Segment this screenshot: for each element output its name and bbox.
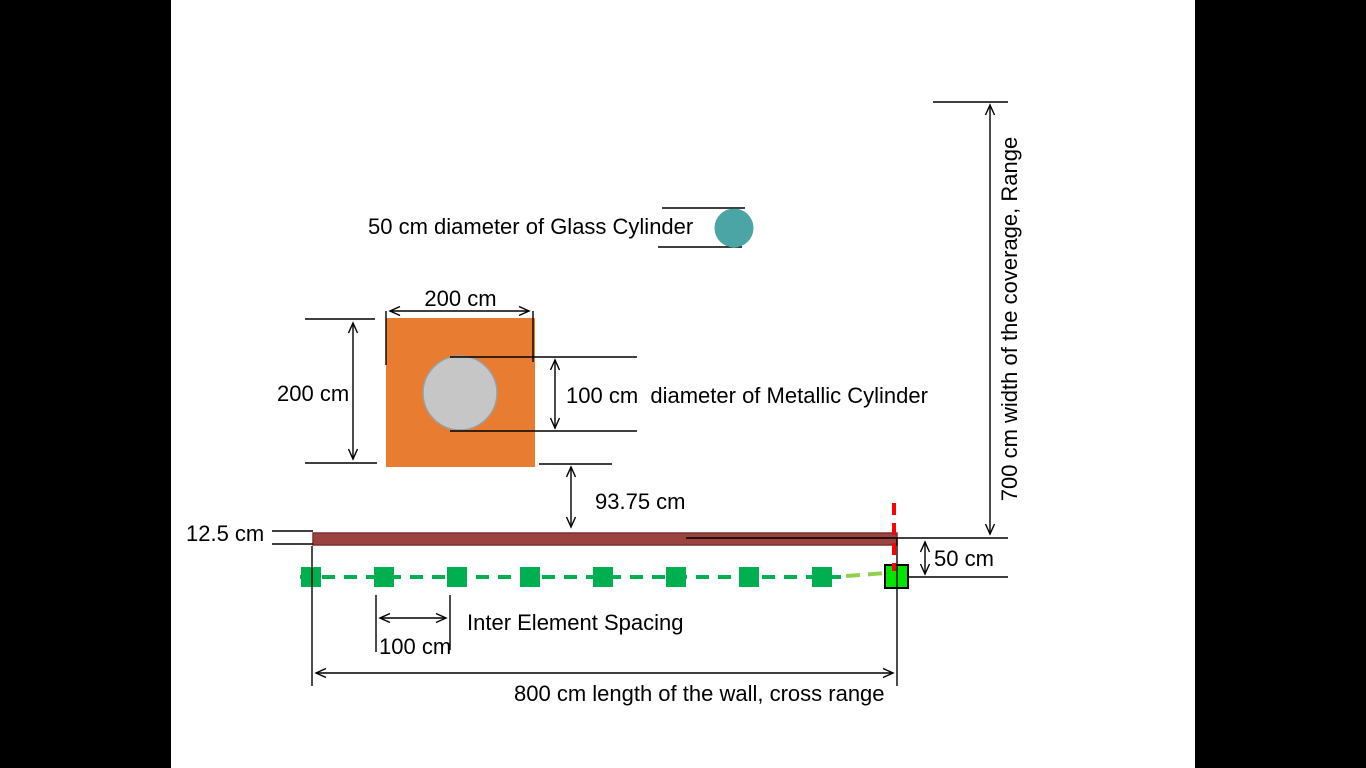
array-element [739, 567, 759, 587]
array-element [666, 567, 686, 587]
glass-cylinder-shape [714, 208, 754, 248]
glass-cylinder-label: 50 cm diameter of Glass Cylinder [368, 214, 694, 239]
square-height-label: 200 cm [277, 381, 350, 406]
array-element [812, 567, 832, 587]
inter-element-spacing-label: Inter Element Spacing [467, 610, 684, 635]
array-element [374, 567, 394, 587]
wall-thickness-label: 12.5 cm [186, 521, 265, 546]
wall-length-label: 800 cm length of the wall, cross range [514, 681, 885, 706]
slide-canvas [171, 0, 1195, 768]
wall-to-array-gap-label: 50 cm [934, 546, 994, 571]
array-element [301, 567, 321, 587]
square-width-label: 200 cm [424, 286, 497, 311]
coverage-range-label: 700 cm width of the coverage, Range [997, 136, 1022, 502]
array-element [447, 567, 467, 587]
array-element [593, 567, 613, 587]
array-element [520, 567, 540, 587]
square-to-wall-gap-label: 93.75 cm [595, 489, 686, 514]
metallic-cylinder-shape [422, 355, 498, 431]
wall [312, 532, 898, 546]
metallic-cylinder-label: 100 cm diameter of Metallic Cylinder [566, 383, 928, 408]
array-dashed-line-light-segment [845, 571, 887, 578]
inter-element-spacing-value-label: 100 cm [379, 634, 452, 659]
array-elements [301, 564, 909, 589]
